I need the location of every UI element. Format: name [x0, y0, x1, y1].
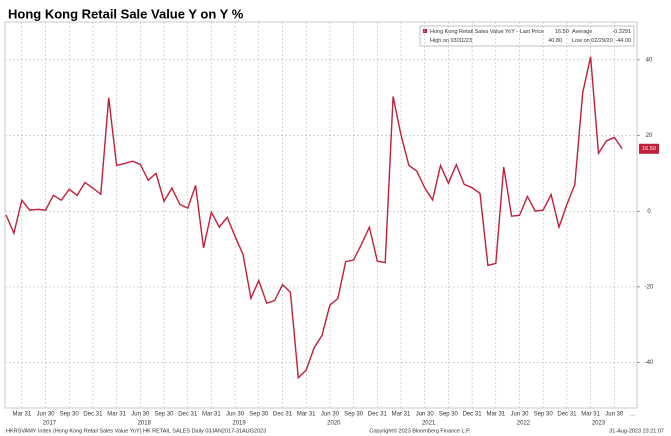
x-tick-label: Mar 31 [12, 412, 31, 418]
x-tick-label: Mar 31 [581, 412, 600, 418]
x-tick-label: Dec 31 [273, 412, 293, 418]
x-tick-label: Mar 31 [202, 412, 221, 418]
x-tick-label: Dec 31 [368, 412, 388, 418]
x-tick-label: Sep 30 [534, 412, 554, 418]
x-tick-label: Jun 30 [605, 412, 624, 418]
year-label: 2021 [422, 421, 436, 427]
y-tick-label: 0 [647, 209, 651, 215]
y-tick-label: -20 [645, 284, 654, 290]
chart-title: Hong Kong Retail Sale Value Y on Y % [8, 6, 244, 21]
series-line [5, 56, 623, 380]
footer-center: Copyright© 2023 Bloomberg Finance L.P. [369, 427, 471, 434]
x-tick-label: Dec 31 [463, 412, 483, 418]
year-label: 2020 [327, 421, 341, 427]
x-tick-label: Dec 31 [83, 412, 103, 418]
legend-average: -0.3291 [612, 29, 631, 35]
x-tick-label: Mar 31 [392, 412, 411, 418]
x-tick-label: Sep 30 [439, 412, 459, 418]
x-tick-label: Jun 30 [510, 412, 529, 418]
legend-last: 16.50 [555, 29, 569, 35]
x-tick-label: Jun 30 [131, 412, 150, 418]
legend-box [419, 25, 635, 47]
x-tick-label: Jun 30 [321, 412, 340, 418]
legend-series: Hong Kong Retail Sales Value YoY - Last … [430, 29, 544, 35]
x-tick-label: Dec 31 [178, 412, 198, 418]
x-tick-label: Jun 30 [416, 412, 435, 418]
year-label: 2017 [43, 421, 57, 427]
plot-frame [4, 21, 638, 409]
x-tick-label: Sep 30 [249, 412, 269, 418]
y-tick-label: 20 [646, 133, 653, 139]
year-label: 2022 [517, 421, 531, 427]
legend-high: 40.80 [548, 38, 562, 44]
x-tick-label: Mar 31 [486, 412, 505, 418]
y-tick-label: -40 [645, 360, 654, 366]
legend-average-label: Average [572, 29, 592, 35]
x-tick-label: Dec 31 [557, 412, 577, 418]
legend-low-label: Low on 02/29/20 [572, 38, 613, 44]
x-tick-label: Jun 30 [36, 412, 55, 418]
x-axis-more: ... [630, 412, 635, 418]
year-label: 2018 [138, 421, 152, 427]
footer-right: 31-Aug-2023 23:21:07 [609, 428, 664, 434]
y-tick-label: 40 [646, 57, 653, 63]
x-tick-label: Mar 31 [297, 412, 316, 418]
x-tick-label: Sep 30 [154, 412, 174, 418]
last-price-tag-label: 16.50 [642, 146, 656, 152]
year-label: 2019 [232, 421, 246, 427]
x-tick-label: Sep 30 [60, 412, 80, 418]
last-price-tag [639, 143, 659, 154]
year-label: 2023 [592, 421, 606, 427]
legend-high-label: High on 03/31/23 [430, 38, 472, 44]
x-tick-label: Mar 31 [107, 412, 126, 418]
footer-left: HKRSVAMY Index (Hong Kong Retail Sales V… [6, 428, 266, 434]
x-tick-label: Jun 30 [226, 412, 245, 418]
legend-low: -44.00 [615, 38, 631, 44]
x-tick-label: Sep 30 [344, 412, 364, 418]
